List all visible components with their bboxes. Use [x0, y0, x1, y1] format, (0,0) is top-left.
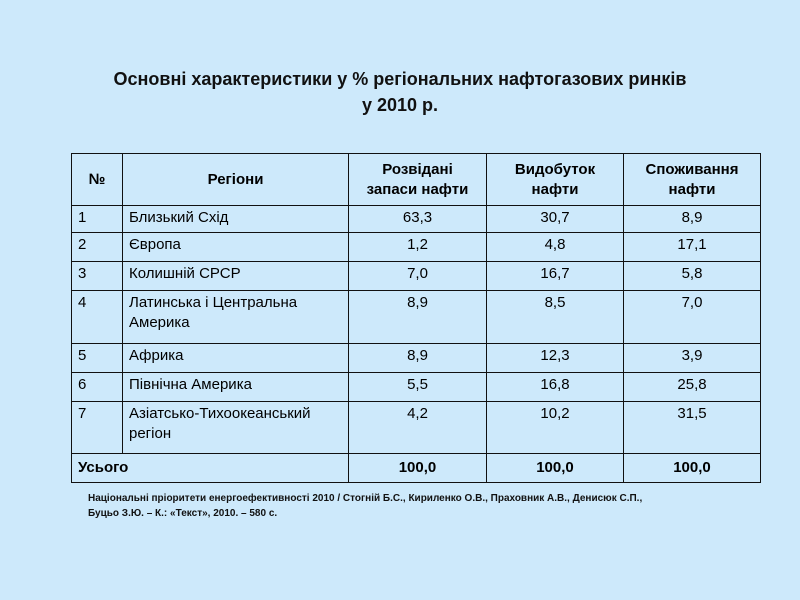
row-number: 3	[71, 261, 123, 291]
row-number: 6	[71, 372, 123, 402]
row-number: 2	[71, 232, 123, 262]
total-reserves: 100,0	[348, 453, 487, 483]
total-production: 100,0	[486, 453, 624, 483]
consumption: 31,5	[623, 401, 761, 454]
slide-title: Основні характеристики у % регіональних …	[0, 66, 800, 118]
table-row: 3 Колишній СРСР 7,0 16,7 5,8	[71, 261, 761, 291]
total-row: Усього 100,0 100,0 100,0	[71, 453, 761, 483]
reserves: 8,9	[348, 290, 487, 344]
table-header-row: № Регіони Розвідані запаси нафти Видобут…	[71, 153, 761, 206]
consumption: 8,9	[623, 205, 761, 233]
footnote-line-1: Національні пріоритети енергоефективност…	[88, 493, 643, 504]
consumption: 3,9	[623, 343, 761, 373]
production: 16,8	[486, 372, 624, 402]
title-line-2: у 2010 р.	[361, 95, 439, 115]
header-regions: Регіони	[122, 153, 349, 206]
table-row: 4 Латинська і Центральна Америка 8,9 8,5 7,0	[71, 290, 761, 344]
row-number: 7	[71, 401, 123, 454]
production: 10,2	[486, 401, 624, 454]
source-footnote: Національні пріоритети енергоефективност…	[88, 491, 642, 521]
consumption: 25,8	[623, 372, 761, 402]
table-row: 6 Північна Америка 5,5 16,8 25,8	[71, 372, 761, 402]
production: 8,5	[486, 290, 624, 344]
consumption: 5,8	[623, 261, 761, 291]
region-name: Близький Схід	[122, 205, 349, 233]
reserves: 1,2	[348, 232, 487, 262]
production: 16,7	[486, 261, 624, 291]
reserves: 5,5	[348, 372, 487, 402]
production: 4,8	[486, 232, 624, 262]
region-name: Європа	[122, 232, 349, 262]
header-production: Видобуток нафти	[486, 153, 624, 206]
table-row: 1 Близький Схід 63,3 30,7 8,9	[71, 205, 761, 233]
region-name: Північна Америка	[122, 372, 349, 402]
reserves: 63,3	[348, 205, 487, 233]
row-number: 4	[71, 290, 123, 344]
footnote-line-2: Буцьо З.Ю. – К.: «Текст», 2010. – 580 с.	[88, 508, 278, 519]
total-consumption: 100,0	[623, 453, 761, 483]
reserves: 7,0	[348, 261, 487, 291]
table-row: 2 Європа 1,2 4,8 17,1	[71, 232, 761, 262]
oil-markets-table: № Регіони Розвідані запаси нафти Видобут…	[71, 153, 761, 483]
consumption: 7,0	[623, 290, 761, 344]
reserves: 4,2	[348, 401, 487, 454]
region-name: Колишній СРСР	[122, 261, 349, 291]
production: 30,7	[486, 205, 624, 233]
row-number: 1	[71, 205, 123, 233]
region-name: Африка	[122, 343, 349, 373]
region-name: Азіатсько-Тихоокеанський регіон	[122, 401, 349, 454]
table-row: 5 Африка 8,9 12,3 3,9	[71, 343, 761, 373]
row-number: 5	[71, 343, 123, 373]
table-row: 7 Азіатсько-Тихоокеанський регіон 4,2 10,2 3…	[71, 401, 761, 454]
region-name: Латинська і Центральна Америка	[122, 290, 349, 344]
header-reserves: Розвідані запаси нафти	[348, 153, 487, 206]
total-label: Усього	[71, 453, 349, 483]
reserves: 8,9	[348, 343, 487, 373]
header-number: №	[71, 153, 123, 206]
consumption: 17,1	[623, 232, 761, 262]
header-consumption: Споживання нафти	[623, 153, 761, 206]
title-line-1: Основні характеристики у % регіональних …	[113, 69, 687, 89]
production: 12,3	[486, 343, 624, 373]
